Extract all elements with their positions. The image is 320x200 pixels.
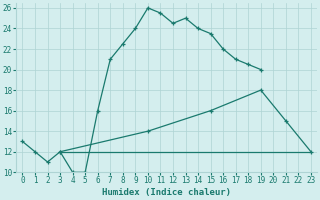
X-axis label: Humidex (Indice chaleur): Humidex (Indice chaleur) (102, 188, 231, 197)
